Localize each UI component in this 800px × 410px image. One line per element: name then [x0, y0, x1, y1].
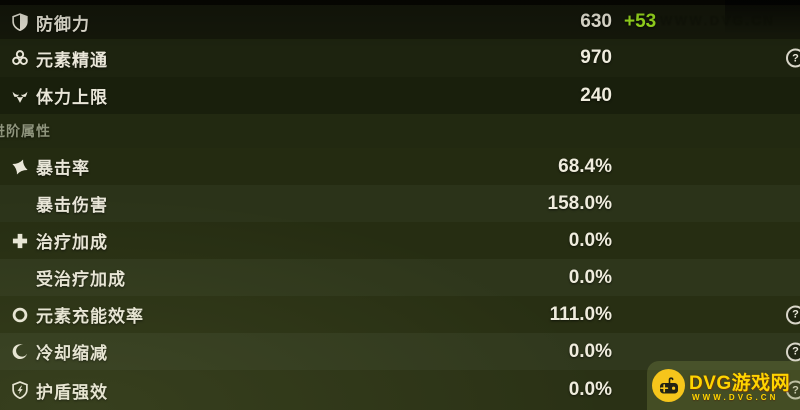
stat-row-healing-bonus: 治疗加成 0.0%: [0, 222, 800, 259]
gamepad-icon: [652, 369, 685, 402]
stat-label: 元素充能效率: [36, 307, 144, 326]
stat-label: 治疗加成: [36, 233, 108, 252]
stat-row-crit-rate: 暴击率 68.4%: [0, 148, 800, 185]
stat-row-incoming-healing: 受治疗加成 0.0%: [0, 259, 800, 296]
stat-label: 暴击率: [36, 159, 90, 178]
stat-value: 158.0%: [547, 192, 612, 214]
stat-row-def: 防御力 630 +53: [0, 5, 800, 39]
stat-label: 护盾强效: [36, 382, 108, 402]
stamina-icon: [10, 86, 29, 105]
section-header-label: 进阶属性: [0, 123, 51, 139]
stat-row-cd-reduction: 冷却缩减 0.0% ?: [0, 333, 800, 370]
top-letterbox: [0, 0, 800, 5]
help-icon[interactable]: ?: [786, 342, 800, 361]
shield-strength-icon: [10, 381, 29, 400]
shield-def-icon: [10, 13, 29, 32]
stat-value: 630: [580, 11, 612, 32]
energy-recharge-icon: [10, 305, 29, 324]
stat-value: 0.0%: [568, 379, 612, 400]
stat-bonus: +53: [624, 11, 657, 32]
dvg-brand-text: DVG游戏网: [689, 373, 791, 394]
stat-value: 0.0%: [568, 340, 612, 362]
stat-value: 111.0%: [549, 303, 612, 325]
stat-row-em: 元素精通 970 ?: [0, 39, 800, 77]
healing-bonus-icon: [10, 231, 29, 250]
stat-value: 0.0%: [568, 266, 612, 288]
stat-label: 防御力: [36, 14, 90, 34]
dvg-watermark-panel: DVG游戏网 WWW.DVG.CN: [647, 361, 800, 410]
stat-label: 冷却缩减: [36, 344, 108, 363]
stat-label: 元素精通: [36, 50, 108, 70]
help-icon[interactable]: ?: [786, 305, 800, 324]
cooldown-moon-icon: [10, 342, 29, 361]
stat-row-crit-dmg: 暴击伤害 158.0%: [0, 185, 800, 222]
stats-list: 防御力 630 +53 元素精通 970 ?: [0, 5, 800, 410]
stat-row-stamina: 体力上限 240: [0, 77, 800, 114]
stat-value: 970: [580, 47, 612, 68]
stat-value: 0.0%: [568, 229, 612, 251]
stat-label: 受治疗加成: [36, 270, 126, 289]
help-icon[interactable]: ?: [786, 380, 800, 400]
stat-value: 68.4%: [558, 155, 612, 177]
crit-rate-icon: [10, 157, 29, 176]
stat-row-energy-recharge: 元素充能效率 111.0% ?: [0, 296, 800, 333]
stat-value: 240: [580, 84, 612, 106]
help-icon[interactable]: ?: [786, 48, 800, 68]
dvg-url-text: WWW.DVG.CN: [692, 393, 779, 402]
elemental-mastery-icon: [10, 49, 29, 68]
section-header: 进阶属性: [0, 114, 800, 148]
stat-label: 暴击伤害: [36, 196, 108, 215]
stat-label: 体力上限: [36, 88, 108, 107]
